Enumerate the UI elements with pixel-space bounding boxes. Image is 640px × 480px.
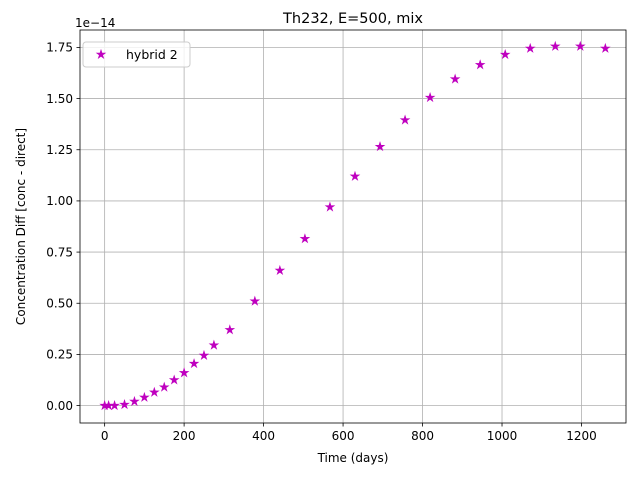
y-tick-label: 0.00 — [46, 399, 73, 413]
data-point-star — [499, 48, 511, 60]
data-point-star — [198, 349, 210, 360]
data-point-star — [474, 59, 486, 70]
y-tick-label: 0.50 — [46, 297, 73, 311]
y-tick-label: 0.75 — [46, 245, 73, 259]
data-point-star — [139, 391, 150, 402]
data-point-star — [349, 170, 361, 181]
x-tick-label: 200 — [173, 429, 196, 443]
y-tick-label: 1.50 — [46, 92, 73, 106]
y-axis-label: Concentration Diff [conc - direct] — [14, 128, 28, 325]
y-tick-label: 0.25 — [46, 348, 73, 362]
data-point-star — [249, 295, 261, 306]
legend-box — [82, 41, 191, 68]
y-tick-label: 1.25 — [46, 143, 73, 157]
data-point-star — [158, 381, 170, 392]
data-point-star — [374, 141, 386, 152]
data-point-star — [168, 374, 180, 385]
data-point-star — [299, 233, 311, 244]
data-point-star — [324, 201, 336, 212]
y-tick-label: 1.00 — [46, 194, 73, 208]
data-point-star — [424, 91, 436, 103]
y-offset-label: 1e−14 — [75, 16, 115, 30]
legend-label: hybrid 2 — [126, 47, 178, 62]
data-point-star — [575, 40, 586, 51]
data-point-star — [109, 400, 120, 411]
x-tick-label: 400 — [252, 429, 275, 443]
tick-labels: 0 200 400 600 800 1000 1200 0.00 0.25 0.50 0.75 1.0… — [46, 41, 596, 443]
x-tick-label: 1000 — [487, 429, 518, 443]
x-axis-label: Time (days) — [317, 451, 389, 465]
data-point-star — [399, 114, 411, 125]
x-tick-label: 0 — [101, 429, 109, 443]
axes-frame — [79, 29, 627, 424]
x-tick-label: 600 — [332, 429, 355, 443]
legend: hybrid 2 — [82, 41, 191, 68]
x-tick-label: 800 — [411, 429, 434, 443]
data-point-star — [178, 367, 190, 378]
chart-title: Th232, E=500, mix — [282, 11, 423, 27]
y-tick-label: 1.75 — [46, 41, 73, 55]
data-point-star — [129, 395, 140, 407]
data-point-star — [224, 324, 236, 335]
axis-ticks — [76, 46, 582, 427]
x-tick-label: 1200 — [566, 429, 597, 443]
data-point-star — [208, 339, 220, 350]
data-point-star — [449, 73, 461, 84]
data-point-star — [149, 386, 160, 397]
data-point-star — [549, 40, 561, 51]
legend-marker-star — [95, 48, 107, 60]
data-point-star — [524, 42, 536, 53]
data-point-star — [600, 42, 611, 53]
data-points — [99, 40, 611, 411]
data-point-star — [119, 399, 130, 410]
data-point-star — [274, 264, 286, 276]
data-point-star — [188, 358, 200, 369]
grid — [80, 30, 626, 423]
